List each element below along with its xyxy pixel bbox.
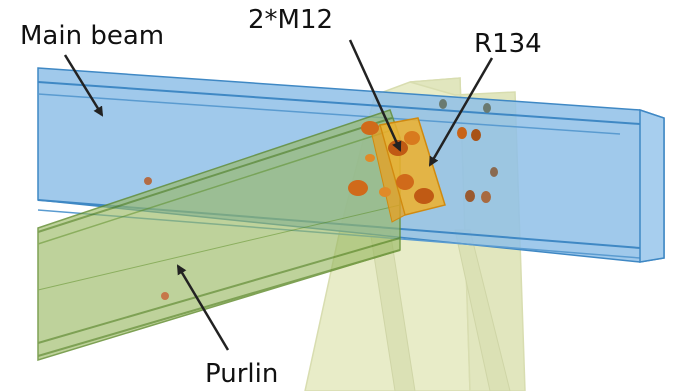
arrow-purlin	[176, 264, 230, 351]
label-cleat: R134	[474, 29, 542, 59]
arrow-bolts	[348, 39, 402, 152]
label-bolts: 2*M12	[248, 5, 333, 35]
label-purlin: Purlin	[205, 359, 278, 389]
purlin	[37, 109, 401, 362]
label-main-beam: Main beam	[20, 21, 164, 51]
arrow-cleat	[428, 57, 494, 167]
arrow-main-beam	[63, 54, 104, 117]
